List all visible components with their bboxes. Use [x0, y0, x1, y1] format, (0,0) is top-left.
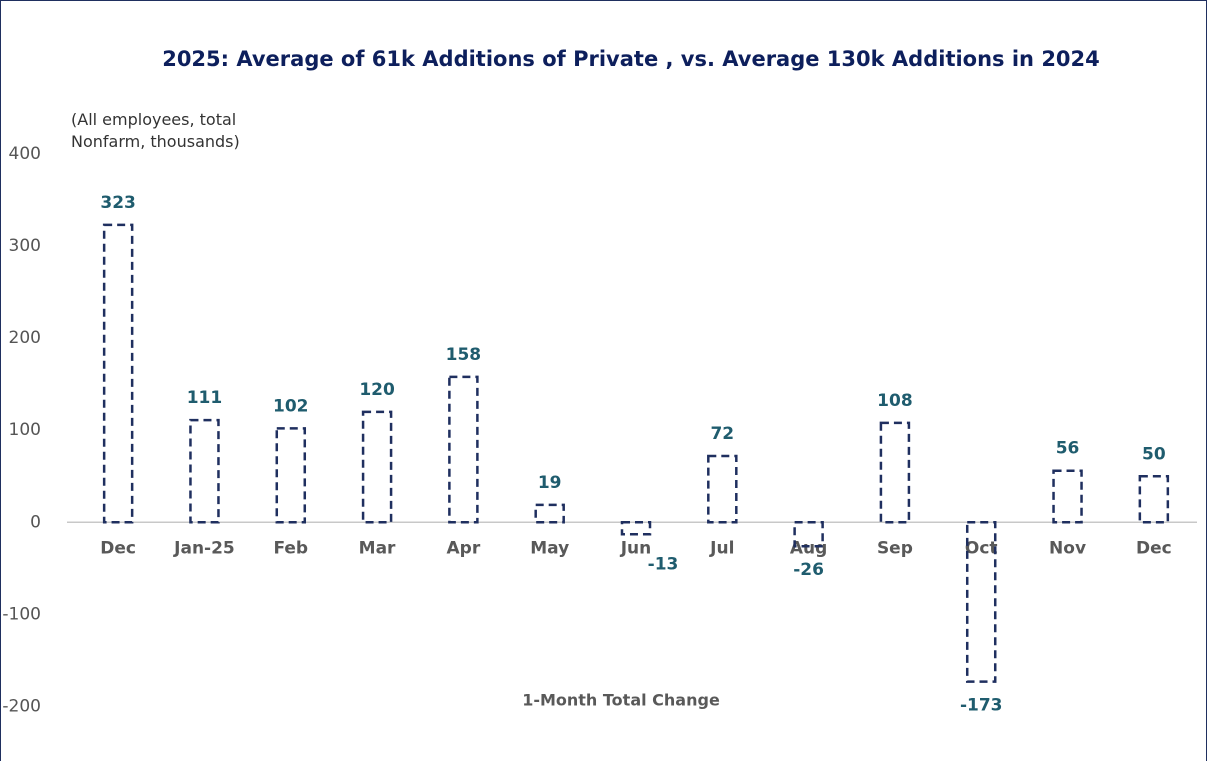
- bar: [448, 375, 479, 524]
- bar: [879, 421, 911, 524]
- bar: [620, 521, 652, 536]
- bar: [1138, 475, 1170, 524]
- value-label: 19: [538, 473, 562, 493]
- bar: [275, 427, 307, 524]
- series-label: 1-Month Total Change: [522, 691, 720, 710]
- x-tick-label: Nov: [1049, 538, 1086, 558]
- x-tick-label: Dec: [100, 538, 136, 558]
- x-tick-label: Sep: [877, 538, 913, 558]
- value-label: 323: [100, 193, 136, 213]
- x-tick-label: Oct: [965, 538, 998, 558]
- value-label: 72: [710, 424, 734, 444]
- bar: [793, 521, 824, 548]
- x-tick-label: Mar: [359, 538, 396, 558]
- bar: [707, 454, 738, 524]
- y-tick-label: 400: [9, 144, 41, 164]
- value-label: 120: [359, 380, 395, 400]
- x-tick-label: Feb: [273, 538, 308, 558]
- bar: [102, 223, 134, 524]
- bar: [189, 418, 220, 524]
- y-tick-label: -200: [2, 696, 41, 716]
- y-tick-label: -100: [2, 604, 41, 624]
- value-label: -26: [793, 560, 824, 580]
- x-tick-label: Aug: [790, 538, 827, 558]
- x-tick-label: Jul: [709, 538, 734, 558]
- value-label: 158: [446, 345, 482, 365]
- y-tick-label: 200: [9, 328, 41, 348]
- y-tick-label: 300: [9, 236, 41, 256]
- value-label: -173: [960, 696, 1003, 716]
- x-tick-label: May: [530, 538, 569, 558]
- value-label: 50: [1142, 444, 1166, 464]
- value-label: 108: [877, 391, 913, 411]
- chart-title: 2025: Average of 61k Additions of Privat…: [162, 47, 1100, 71]
- y-tick-label: 100: [9, 420, 41, 440]
- value-label: 56: [1056, 439, 1080, 459]
- bar: [361, 410, 393, 524]
- y-tick-label: 0: [30, 512, 41, 532]
- x-tick-label: Apr: [447, 538, 481, 558]
- x-tick-label: Jun: [620, 538, 652, 558]
- axis-note: (All employees, total Nonfarm, thousands…: [71, 110, 240, 151]
- value-label: 102: [273, 396, 309, 416]
- bar: [534, 503, 565, 524]
- x-tick-label: Jan-25: [173, 538, 235, 558]
- bar: [965, 521, 997, 683]
- value-label: -13: [648, 554, 679, 574]
- x-tick-label: Dec: [1136, 538, 1172, 558]
- value-label: 111: [187, 388, 223, 408]
- bar: [1052, 469, 1083, 524]
